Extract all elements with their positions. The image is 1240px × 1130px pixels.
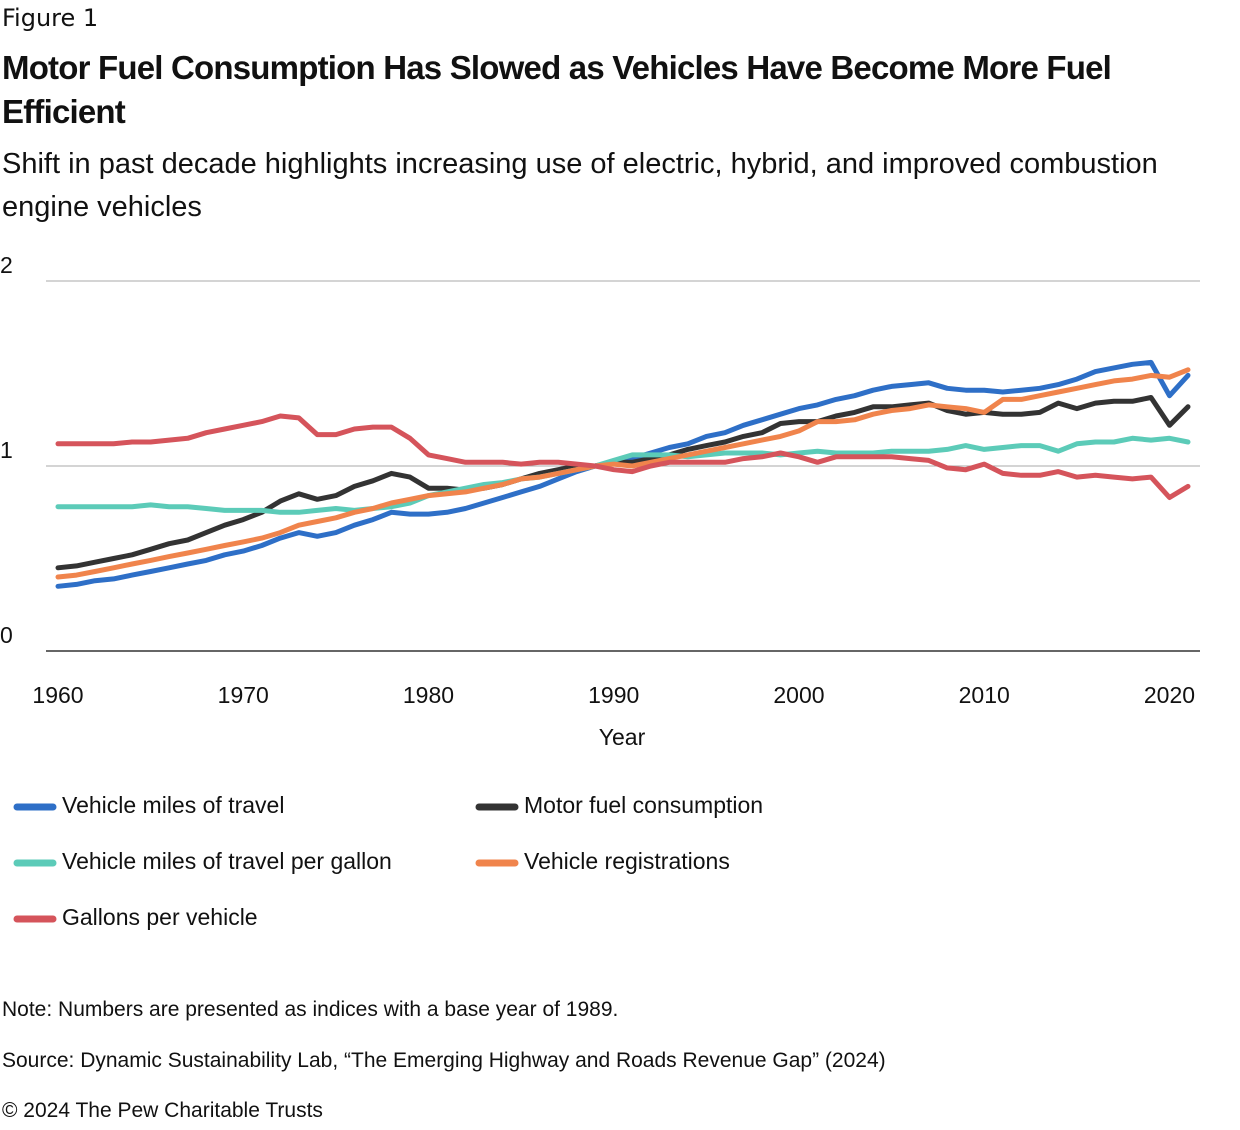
- legend-label: Vehicle miles of travel per gallon: [62, 848, 392, 874]
- y-tick-label: 1: [0, 437, 13, 463]
- x-tick-label: 2010: [959, 682, 1010, 708]
- chart: Year 0 1 2 1960 1970 1980 1990 2000 2010 2020 Vehi…: [0, 252, 1200, 930]
- x-tick-label: 1960: [32, 682, 83, 708]
- copyright: © 2024 The Pew Charitable Trusts: [2, 1099, 323, 1122]
- series-line: [55, 435, 1191, 515]
- chart-title: Motor Fuel Consumption Has Slowed as Veh…: [2, 49, 1112, 130]
- figure-label: Figure 1: [2, 4, 99, 32]
- x-tick-label: 1980: [403, 682, 454, 708]
- y-tick-label: 2: [0, 252, 13, 278]
- x-tick-label: 2020: [1144, 682, 1195, 708]
- source: Source: Dynamic Sustainability Lab, “The…: [2, 1049, 886, 1072]
- legend-label: Motor fuel consumption: [524, 792, 763, 818]
- legend-label: Gallons per vehicle: [62, 904, 258, 930]
- x-tick-label: 1990: [588, 682, 639, 708]
- series-line: [55, 413, 1191, 500]
- x-axis-label: Year: [599, 724, 646, 750]
- series-line: [55, 367, 1191, 580]
- x-tick-label: 1970: [218, 682, 269, 708]
- legend-label: Vehicle registrations: [524, 848, 730, 874]
- y-tick-label: 0: [0, 622, 13, 648]
- chart-subtitle: Shift in past decade highlights increasi…: [2, 148, 1158, 223]
- legend-label: Vehicle miles of travel: [62, 792, 284, 818]
- series-line: [55, 395, 1191, 571]
- note: Note: Numbers are presented as indices w…: [2, 998, 619, 1021]
- x-tick-label: 2000: [773, 682, 824, 708]
